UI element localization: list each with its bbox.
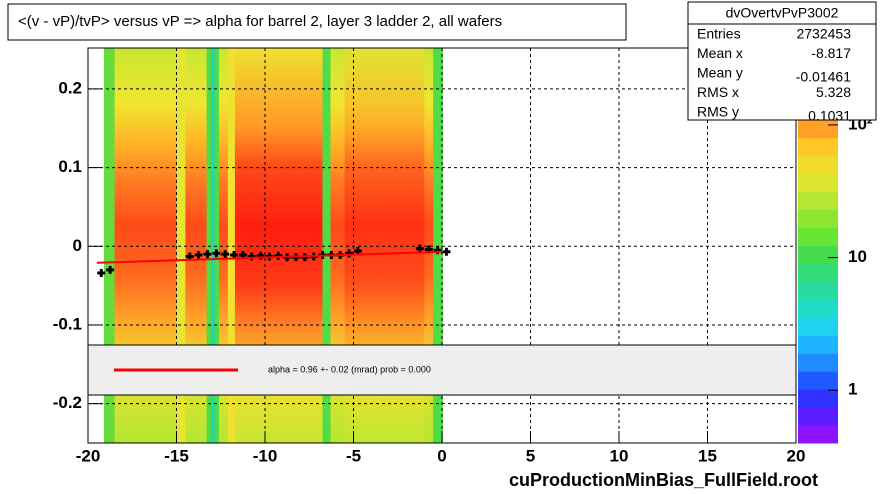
heatmap-stripe	[227, 48, 235, 443]
title-box	[7, 3, 627, 41]
heatmap-stripe	[103, 48, 115, 443]
color-bar-cell	[798, 263, 838, 282]
profile-point	[300, 253, 309, 262]
heatmap-stripe	[322, 48, 331, 443]
profile-point	[194, 250, 203, 259]
color-bar-cell	[798, 299, 838, 318]
heatmap-stripe	[176, 48, 186, 443]
heatmap-stripe	[433, 48, 443, 443]
y-tick-label: 0.1	[58, 157, 82, 176]
fit-label: alpha = 0.96 +- 0.02 (mrad) prob = 0.000	[268, 364, 431, 374]
profile-point	[212, 249, 221, 258]
color-bar-cell	[798, 371, 838, 390]
color-bar-cell	[798, 335, 838, 354]
profile-point	[247, 252, 256, 261]
x-tick-label: 20	[787, 446, 806, 465]
profile-point	[106, 265, 115, 274]
x-tick-label: 10	[610, 446, 629, 465]
profile-point	[221, 250, 230, 259]
stats-key: RMS x	[697, 84, 739, 100]
color-bar-cell	[798, 353, 838, 372]
x-tick-label: 15	[698, 446, 717, 465]
stats-value: 2732453	[796, 26, 851, 42]
color-bar-cell	[798, 227, 838, 246]
x-tick-label: 5	[526, 446, 535, 465]
color-bar-cell	[798, 137, 838, 157]
profile-point	[97, 269, 106, 278]
color-bar-cell	[798, 389, 838, 408]
stats-key: Mean x	[697, 45, 743, 61]
heatmap-stripe	[211, 48, 215, 443]
y-tick-label: -0.2	[53, 393, 82, 412]
stats-title: dvOvertvPvP3002	[726, 5, 839, 21]
x-tick-label: -10	[253, 446, 278, 465]
x-tick-label: -5	[346, 446, 361, 465]
stats-value: -0.01461	[796, 69, 851, 85]
stats-frame	[687, 1, 877, 121]
x-axis-label: cuProductionMinBias_FullField.root	[509, 470, 818, 490]
color-bar-cell	[798, 245, 838, 264]
y-tick-label: -0.1	[53, 314, 82, 333]
chart-title: <(v - vP)/tvP> versus vP => alpha for ba…	[18, 13, 502, 30]
color-bar-cell	[798, 317, 838, 336]
stats-value: -8.817	[811, 45, 851, 61]
profile-point	[345, 249, 354, 258]
color-bar-cell	[798, 407, 838, 426]
z-tick-label: 1	[848, 380, 857, 399]
stats-value: 0.1031	[808, 108, 851, 124]
color-bar-cell	[798, 209, 838, 229]
stats-key: Mean y	[697, 65, 743, 81]
x-tick-label: 0	[437, 446, 446, 465]
profile-point	[415, 244, 424, 253]
x-tick-label: -20	[76, 446, 101, 465]
y-tick-label: 0	[73, 236, 82, 255]
fit-line	[96, 250, 443, 264]
stats-key: RMS y	[697, 104, 739, 120]
y-tick-label: 0.2	[58, 78, 82, 97]
color-bar-cell	[798, 425, 838, 444]
color-bar-cell	[798, 191, 838, 211]
color-bar-cell	[798, 173, 838, 193]
color-bar-cell	[798, 155, 838, 175]
profile-point	[442, 247, 451, 256]
stats-key: Entries	[697, 26, 741, 42]
x-tick-label: -15	[164, 446, 189, 465]
z-tick-label: 10	[848, 247, 867, 266]
profile-point	[274, 251, 283, 260]
stats-box: dvOvertvPvP3002 Entries 2732453 Mean x -8.81…	[687, 1, 877, 124]
plot-frame	[87, 47, 797, 444]
color-bar-cell	[798, 281, 838, 300]
stats-value: 5.328	[816, 84, 851, 100]
profile-point	[203, 250, 212, 259]
